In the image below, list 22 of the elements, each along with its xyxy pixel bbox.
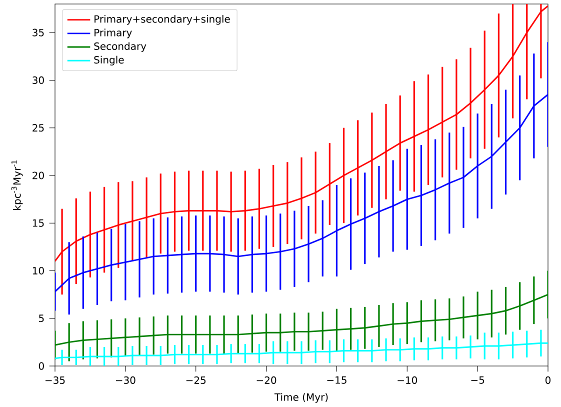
y-tick-label: 15 — [32, 219, 44, 227]
legend-label: Single — [94, 56, 124, 66]
y-tick-label: 20 — [32, 172, 44, 180]
x-tick-label: −30 — [116, 376, 136, 384]
legend-label: Primary+secondary+single — [94, 14, 230, 25]
y-tick-label: 30 — [32, 76, 44, 84]
x-tick-label: −20 — [256, 376, 276, 384]
y-tick-label: 25 — [32, 124, 44, 132]
y-tick-label: 10 — [32, 266, 44, 274]
x-tick-label: −15 — [327, 376, 346, 384]
x-axis-title: Time (Myr) — [274, 393, 328, 403]
x-tick-label: −10 — [398, 376, 418, 384]
y-tick-label: 5 — [39, 314, 44, 322]
legend-label: Secondary — [94, 42, 146, 52]
y-axis-title: kpc$^{-3}$Myr$^{-1}$ — [11, 160, 23, 210]
legend-label: Primary — [94, 28, 132, 38]
x-tick-label: 0 — [545, 376, 551, 384]
x-tick-label: −25 — [186, 376, 206, 384]
x-tick-label: −35 — [46, 376, 65, 384]
x-tick-label: −5 — [471, 376, 484, 384]
y-tick-label: 35 — [32, 28, 44, 36]
y-tick-label: 0 — [38, 362, 44, 370]
